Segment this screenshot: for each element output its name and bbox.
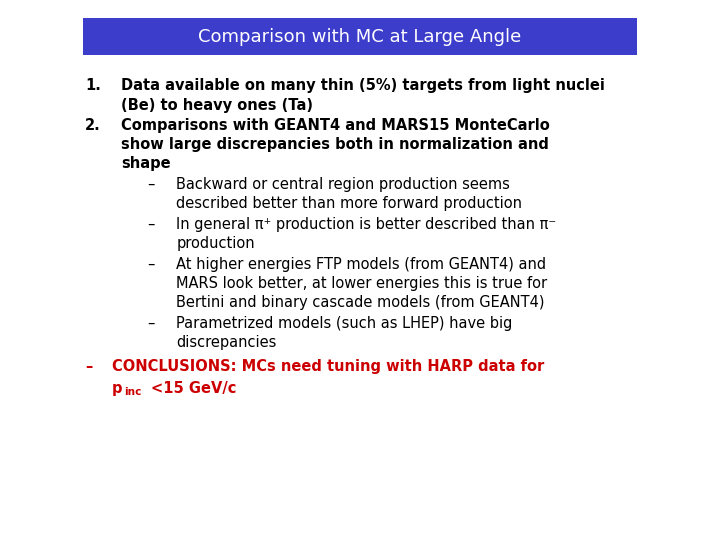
Text: p: p xyxy=(112,381,122,396)
Text: 2.: 2. xyxy=(85,118,101,133)
Text: Parametrized models (such as LHEP) have big: Parametrized models (such as LHEP) have … xyxy=(176,316,513,331)
Text: MARS look better, at lower energies this is true for: MARS look better, at lower energies this… xyxy=(176,276,547,291)
Text: show large discrepancies both in normalization and: show large discrepancies both in normali… xyxy=(121,137,549,152)
Text: CONCLUSIONS: MCs need tuning with HARP data for: CONCLUSIONS: MCs need tuning with HARP d… xyxy=(112,359,544,374)
Text: At higher energies FTP models (from GEANT4) and: At higher energies FTP models (from GEAN… xyxy=(176,257,546,272)
Text: –: – xyxy=(148,316,155,331)
Text: inc: inc xyxy=(125,387,142,397)
Text: production: production xyxy=(176,236,255,251)
Text: discrepancies: discrepancies xyxy=(176,335,276,350)
Text: –: – xyxy=(148,257,155,272)
Text: Comparison with MC at Large Angle: Comparison with MC at Large Angle xyxy=(199,28,521,46)
Text: –: – xyxy=(148,177,155,192)
Text: –: – xyxy=(85,359,92,374)
Text: (Be) to heavy ones (Ta): (Be) to heavy ones (Ta) xyxy=(121,98,313,113)
Text: Bertini and binary cascade models (from GEANT4): Bertini and binary cascade models (from … xyxy=(176,295,545,310)
Text: –: – xyxy=(148,217,155,232)
Text: Backward or central region production seems: Backward or central region production se… xyxy=(176,177,510,192)
Bar xyxy=(83,18,637,55)
Text: Data available on many thin (5%) targets from light nuclei: Data available on many thin (5%) targets… xyxy=(121,78,605,93)
Text: 1.: 1. xyxy=(85,78,101,93)
Text: <15 GeV/c: <15 GeV/c xyxy=(151,381,237,396)
Text: In general π⁺ production is better described than π⁻: In general π⁺ production is better descr… xyxy=(176,217,557,232)
Text: described better than more forward production: described better than more forward produ… xyxy=(176,196,523,211)
Text: Comparisons with GEANT4 and MARS15 MonteCarlo: Comparisons with GEANT4 and MARS15 Monte… xyxy=(121,118,549,133)
Text: shape: shape xyxy=(121,156,171,171)
